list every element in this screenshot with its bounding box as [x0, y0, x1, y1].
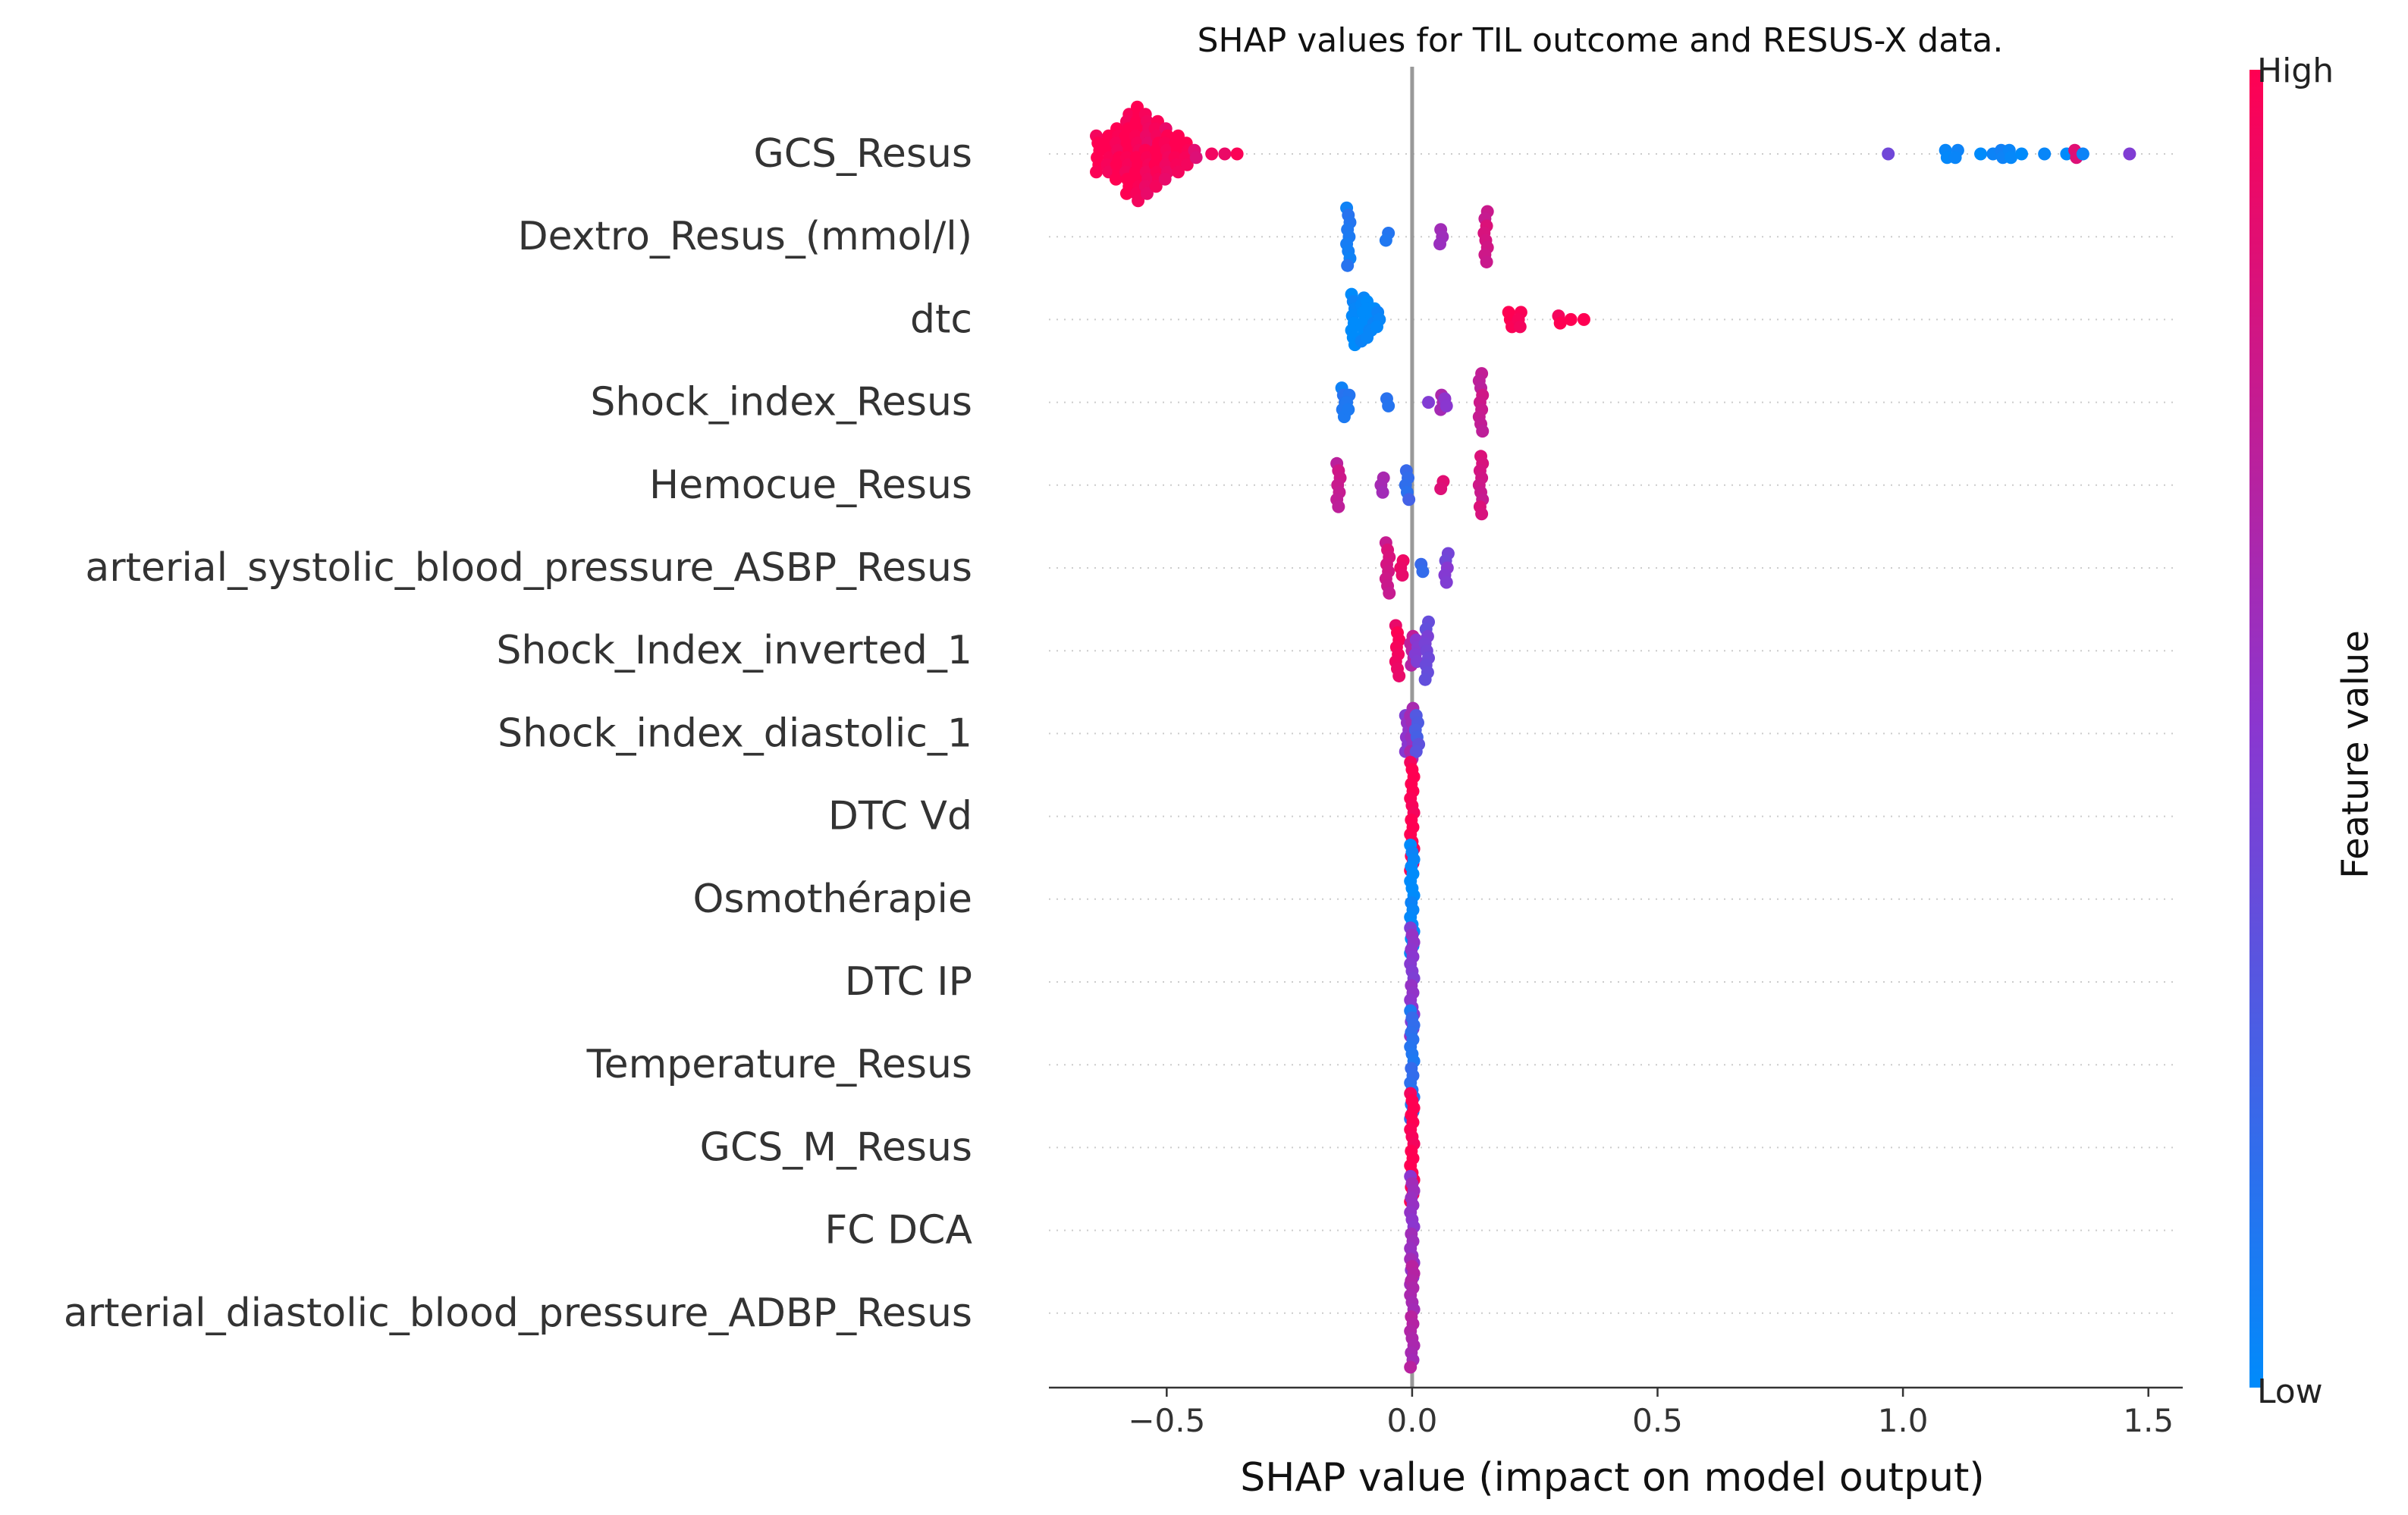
- feature-label: arterial_diastolic_blood_pressure_ADBP_R…: [64, 1291, 972, 1336]
- shap-point: [1882, 147, 1895, 161]
- x-tick-label: 0.5: [1632, 1402, 1683, 1439]
- x-axis-label: SHAP value (impact on model output): [1240, 1455, 1984, 1501]
- shap-point: [1553, 316, 1567, 330]
- feature-label: Shock_index_Resus: [590, 380, 972, 425]
- shap-point: [1382, 399, 1396, 412]
- x-axis: −0.5 0.0 0.5 1.0 1.5: [1049, 1386, 2183, 1439]
- shap-point: [2038, 147, 2052, 161]
- shap-point: [2076, 147, 2089, 161]
- shap-point: [1480, 255, 1493, 268]
- feature-labels: GCS_Resus Dextro_Resus_(mmol/l)dtc Shock_i…: [64, 131, 973, 1336]
- feature-label: Osmothérapie: [692, 877, 972, 922]
- feature-label: dtc: [910, 296, 972, 342]
- shap-point: [1370, 320, 1384, 334]
- shap-point: [1132, 194, 1145, 208]
- shap-point: [1433, 237, 1447, 251]
- colorbar-title: Feature value: [2334, 630, 2377, 879]
- x-tick-label: −0.5: [1128, 1402, 1205, 1439]
- feature-label: GCS_M_Resus: [700, 1124, 972, 1170]
- shap-point: [2015, 147, 2029, 161]
- shap-point: [1230, 147, 1244, 161]
- shap-point: [1404, 1360, 1417, 1374]
- shap-point: [1396, 569, 1409, 582]
- shap-point: [1475, 507, 1489, 521]
- shap-point: [1109, 172, 1122, 186]
- shap-point: [1439, 576, 1453, 589]
- feature-label: FC DCA: [824, 1208, 972, 1253]
- shap-point: [1392, 669, 1406, 682]
- colorbar-gradient: [2249, 70, 2263, 1388]
- shap-point: [1119, 187, 1133, 200]
- shap-point: [1948, 151, 1962, 165]
- shap-point: [1379, 234, 1392, 247]
- shap-point: [1409, 745, 1423, 758]
- feature-label: DTC Vd: [828, 794, 972, 839]
- shap-point: [2123, 147, 2136, 161]
- shap-point: [1218, 147, 1232, 161]
- shap-point: [1416, 565, 1430, 579]
- colorbar: High Low Feature value: [2249, 52, 2377, 1411]
- shap-point: [1341, 259, 1355, 272]
- shap-point: [1577, 312, 1590, 326]
- shap-point: [2004, 151, 2017, 165]
- x-tick-label: 1.0: [1878, 1402, 1929, 1439]
- shap-point: [1974, 147, 1988, 161]
- shap-point: [1205, 147, 1219, 161]
- shap-point: [1090, 165, 1104, 179]
- feature-label: DTC IP: [845, 959, 972, 1005]
- colorbar-low-label: Low: [2257, 1372, 2323, 1411]
- feature-label: Shock_Index_inverted_1: [496, 628, 972, 673]
- shap-point: [1513, 320, 1527, 334]
- shap-point: [1564, 312, 1578, 326]
- feature-label: Hemocue_Resus: [649, 463, 972, 508]
- shap-point: [1422, 396, 1436, 409]
- shap-point: [1383, 586, 1396, 600]
- shap-point: [1376, 485, 1389, 499]
- shap-point: [1149, 180, 1163, 193]
- shap-point: [1189, 151, 1203, 165]
- shap-point: [1171, 165, 1185, 179]
- feature-label: Temperature_Resus: [586, 1042, 972, 1087]
- feature-label: arterial_systolic_blood_pressure_ASBP_Re…: [85, 545, 972, 591]
- feature-label: Dextro_Resus_(mmol/l): [518, 214, 972, 259]
- shap-point: [1140, 187, 1154, 200]
- colorbar-high-label: High: [2257, 52, 2334, 90]
- shap-point: [1418, 673, 1432, 686]
- shap-point: [1476, 425, 1490, 438]
- feature-label: GCS_Resus: [753, 131, 972, 177]
- x-tick-label: 0.0: [1387, 1402, 1438, 1439]
- feature-label: Shock_index_diastolic_1: [498, 710, 972, 756]
- data-points: [1090, 100, 2136, 1374]
- shap-point: [1402, 493, 1416, 507]
- shap-point: [1158, 172, 1172, 186]
- x-tick-label: 1.5: [2123, 1402, 2174, 1439]
- shap-point: [1332, 500, 1345, 513]
- gridlines: [1049, 153, 2177, 1314]
- chart-title: SHAP values for TIL outcome and RESUS-X …: [1198, 21, 2004, 60]
- shap-point: [1434, 482, 1448, 496]
- shap-point: [1180, 158, 1194, 171]
- shap-point: [1439, 399, 1453, 412]
- shap-point: [1342, 403, 1355, 416]
